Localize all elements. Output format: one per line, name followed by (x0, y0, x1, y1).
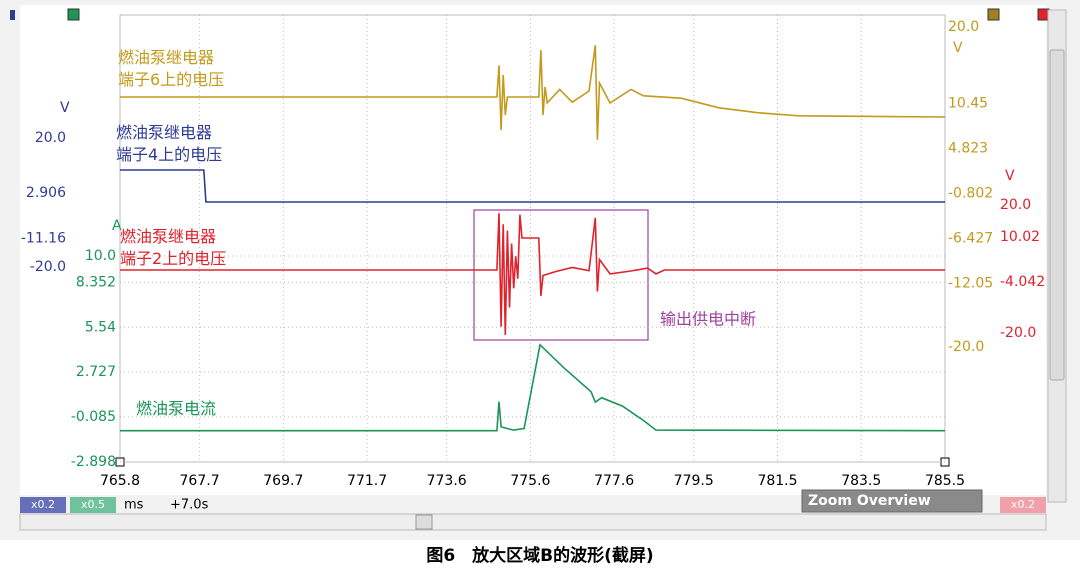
x-tick-label: 771.7 (347, 473, 387, 489)
x-tick-label: 769.7 (263, 473, 303, 489)
zoom-button[interactable] (70, 497, 116, 513)
y-tick-label: -0.802 (948, 185, 993, 201)
zoom-label: x0.2 (1011, 498, 1035, 511)
zoom-button[interactable] (20, 497, 66, 513)
axis-unit: V (953, 40, 963, 56)
zoom-overview-panel[interactable] (801, 489, 983, 513)
y-tick-label: 4.823 (948, 140, 988, 156)
zoom-button[interactable] (1000, 497, 1046, 513)
x-tick-label: 781.5 (757, 473, 797, 489)
y-tick-label: 20.0 (1000, 197, 1031, 213)
x-tick-label: 773.6 (427, 473, 467, 489)
caption: 图6 放大区域B的波形(截屏) (426, 545, 653, 566)
x-unit: ms (124, 498, 144, 513)
y-tick-label: -12.05 (948, 275, 993, 291)
legend-label: 燃油泵继电器 端子6上的电压 (118, 48, 225, 89)
annotation: 输出供电中断 (660, 310, 756, 329)
y-tick-label: -2.898 (71, 454, 116, 470)
legend-entry: 燃油泵继电器 端子4上的电压 (116, 123, 223, 164)
x-tick-label: 779.5 (674, 473, 714, 489)
marker (67, 8, 80, 21)
y-tick-label: -4.042 (1000, 274, 1045, 290)
x-tick-label: 765.8 (100, 473, 140, 489)
marker (1037, 8, 1050, 21)
zoom-label: x0.2 (31, 498, 55, 511)
y-tick-label: -6.427 (948, 230, 993, 246)
y-tick-label: -20.0 (1000, 325, 1036, 341)
axis-unit: A (112, 218, 122, 234)
highlight-box (473, 209, 649, 341)
y-tick-label: 10.02 (1000, 229, 1040, 245)
y-tick-label: -11.16 (21, 230, 66, 246)
x-tick-label: 767.7 (180, 473, 220, 489)
h-scrollbar[interactable] (19, 513, 1047, 531)
x-tick-label: 783.5 (841, 473, 881, 489)
y-tick-label: 10.0 (85, 248, 116, 264)
panel-title: Zoom Overview (808, 493, 931, 509)
y-tick-label: 20.0 (35, 130, 66, 146)
legend-entry: 燃油泵电流 (136, 399, 217, 418)
legend-label: 燃油泵继电器 端子4上的电压 (116, 123, 223, 164)
y-tick-label: 20.0 (948, 19, 979, 35)
trace (120, 343, 946, 432)
axis-unit: V (60, 100, 70, 116)
y-tick-label: 5.54 (85, 319, 116, 335)
y-tick-label: 2.727 (76, 364, 116, 380)
y-tick-label: -20.0 (948, 339, 984, 355)
legend-entry: 燃油泵继电器 端子6上的电压 (118, 48, 225, 89)
h-scroll-thumb[interactable] (415, 514, 433, 530)
y-tick-label: 8.352 (76, 274, 116, 290)
marker (987, 8, 1000, 21)
legend-label: 燃油泵电流 (136, 399, 217, 418)
y-tick-label: -20.0 (30, 259, 66, 275)
x-tick-label: 785.5 (925, 473, 965, 489)
marker (10, 10, 15, 20)
legend-label: 燃油泵继电器 端子2上的电压 (120, 227, 227, 268)
y-tick-label: -0.085 (71, 409, 116, 425)
time-offset: +7.0s (170, 498, 209, 513)
trace (120, 45, 946, 140)
legend-entry: 燃油泵继电器 端子2上的电压 (120, 227, 227, 268)
x-tick-label: 775.6 (510, 473, 550, 489)
v-scroll-thumb[interactable] (1049, 49, 1065, 381)
zoom-label: x0.5 (81, 498, 105, 511)
axis-unit: V (1005, 168, 1015, 184)
trace (120, 213, 945, 336)
x-tick-label: 777.6 (594, 473, 634, 489)
trace (120, 169, 945, 203)
y-tick-label: 10.45 (948, 95, 988, 111)
y-tick-label: 2.906 (26, 185, 66, 201)
plot-panel (20, 5, 1046, 495)
